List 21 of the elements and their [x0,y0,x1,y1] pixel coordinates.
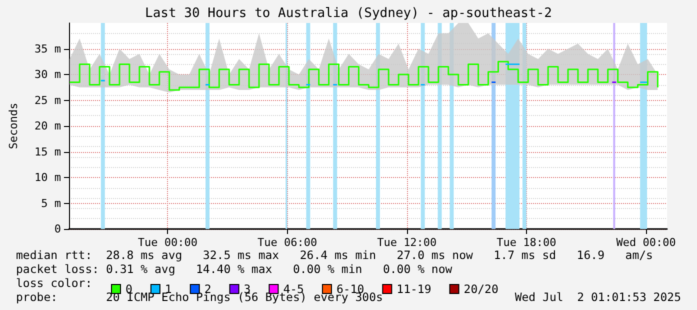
chart-title: Last 30 Hours to Australia (Sydney) - ap-southeast-2 [145,6,552,21]
x-tick-label: Wed 00:00 [616,236,676,249]
x-tick-label: Tue 12:00 [377,236,437,249]
y-tick-label: 20 m [34,120,62,132]
y-tick-label: 35 m [34,42,62,56]
legend-label: 11-19 [396,282,432,296]
y-tick-label: 30 m [34,68,62,81]
legend-title: loss color: [16,276,92,290]
x-tick-label: Tue 18:00 [496,236,556,249]
text: packet loss: 0.31 % avg 14.40 % max 0.00 % min 0.00 % now [16,262,452,276]
y-tick-label: 25 m [34,94,62,107]
y-tick-label: 0 [54,222,61,236]
legend-label: 20/20 [464,282,498,296]
text: median rtt: 28.8 ms avg 32.5 ms max 26.4 ms min 27.0 ms now 1.7 ms sd 16.9 am/s [16,248,653,262]
y-axis-title: Seconds [7,102,20,150]
x-tick-label: Tue 00:00 [138,236,198,249]
y-tick-label: 10 m [34,171,62,184]
x-tick-label: Tue 06:00 [257,236,318,249]
y-tick-label: 5 m [41,196,62,210]
text: Wed Jul 2 01:01:53 2025 [514,290,682,304]
y-tick-label: 15 m [34,145,62,158]
